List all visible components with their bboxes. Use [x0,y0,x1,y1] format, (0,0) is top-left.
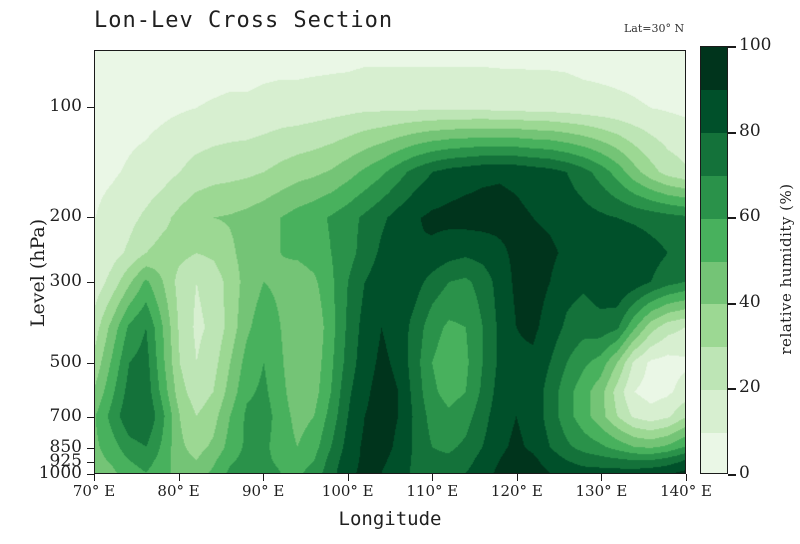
colorbar-band [701,432,727,473]
y-tick-label: 850 [49,437,82,458]
colorbar-tick-label: 80 [739,120,761,141]
y-axis-title: Level (hPa) [27,218,49,328]
y-tick-mark [87,461,94,463]
x-tick-label: 90° E [241,482,285,500]
y-tick-mark [87,363,94,365]
y-tick-label: 300 [49,271,82,292]
colorbar-tick-mark [728,388,736,391]
colorbar-tick-label: 100 [739,35,772,55]
colorbar-tick-label: 40 [739,291,761,312]
y-tick-label: 200 [49,206,82,227]
y-tick-label: 925 [49,450,82,471]
y-tick-label: 500 [49,352,82,373]
x-tick-label: 80° E [157,482,200,500]
colorbar-band [701,132,727,176]
y-tick-mark [87,217,94,219]
colorbar-tick-label: 20 [739,377,761,398]
x-tick-mark [94,474,95,481]
colorbar-tick-mark [728,474,736,476]
colorbar-tick-mark [728,131,736,134]
y-tick-label: 1000 [38,463,82,483]
x-tick-label: 100° E [321,482,374,500]
y-tick-label: 100 [49,95,82,116]
x-tick-label: 130° E [575,482,628,500]
colorbar-tick-mark [728,302,736,305]
y-tick-mark [87,417,94,419]
colorbar-band [701,303,727,348]
x-tick-label: 120° E [490,482,543,500]
colorbar-band [701,175,727,219]
x-axis-title: Longitude [338,508,442,530]
x-tick-label: 70° E [72,482,116,500]
colorbar-band [701,47,727,91]
contour-field [95,51,685,473]
x-tick-mark [347,474,349,481]
page-title: Lon-Lev Cross Section [94,8,394,33]
colorbar-tick-mark [728,217,736,220]
colorbar-tick-label: 0 [739,463,750,483]
y-tick-mark [87,282,94,284]
colorbar [700,46,728,474]
colorbar-band [701,261,727,305]
y-tick-label: 700 [49,406,82,427]
y-tick-mark [87,448,94,450]
colorbar-title: relative humidity (%) [777,183,795,355]
colorbar-band [701,218,727,262]
colorbar-tick-mark [728,46,736,48]
y-tick-mark [87,106,94,108]
x-tick-label: 140° E [660,482,712,500]
x-tick-mark [178,474,180,481]
colorbar-band [701,89,727,134]
colorbar-band [701,389,727,433]
x-tick-mark [601,474,603,481]
colorbar-tick-label: 60 [739,206,761,227]
y-tick-mark [87,474,94,475]
x-tick-label: 110° E [406,482,459,500]
plot-area [94,50,686,474]
colorbar-band [701,346,727,390]
x-tick-mark [686,474,687,481]
x-tick-mark [263,474,265,481]
latitude-annotation: Lat=30° N [624,22,685,35]
x-tick-mark [432,474,434,481]
x-tick-mark [516,474,518,481]
